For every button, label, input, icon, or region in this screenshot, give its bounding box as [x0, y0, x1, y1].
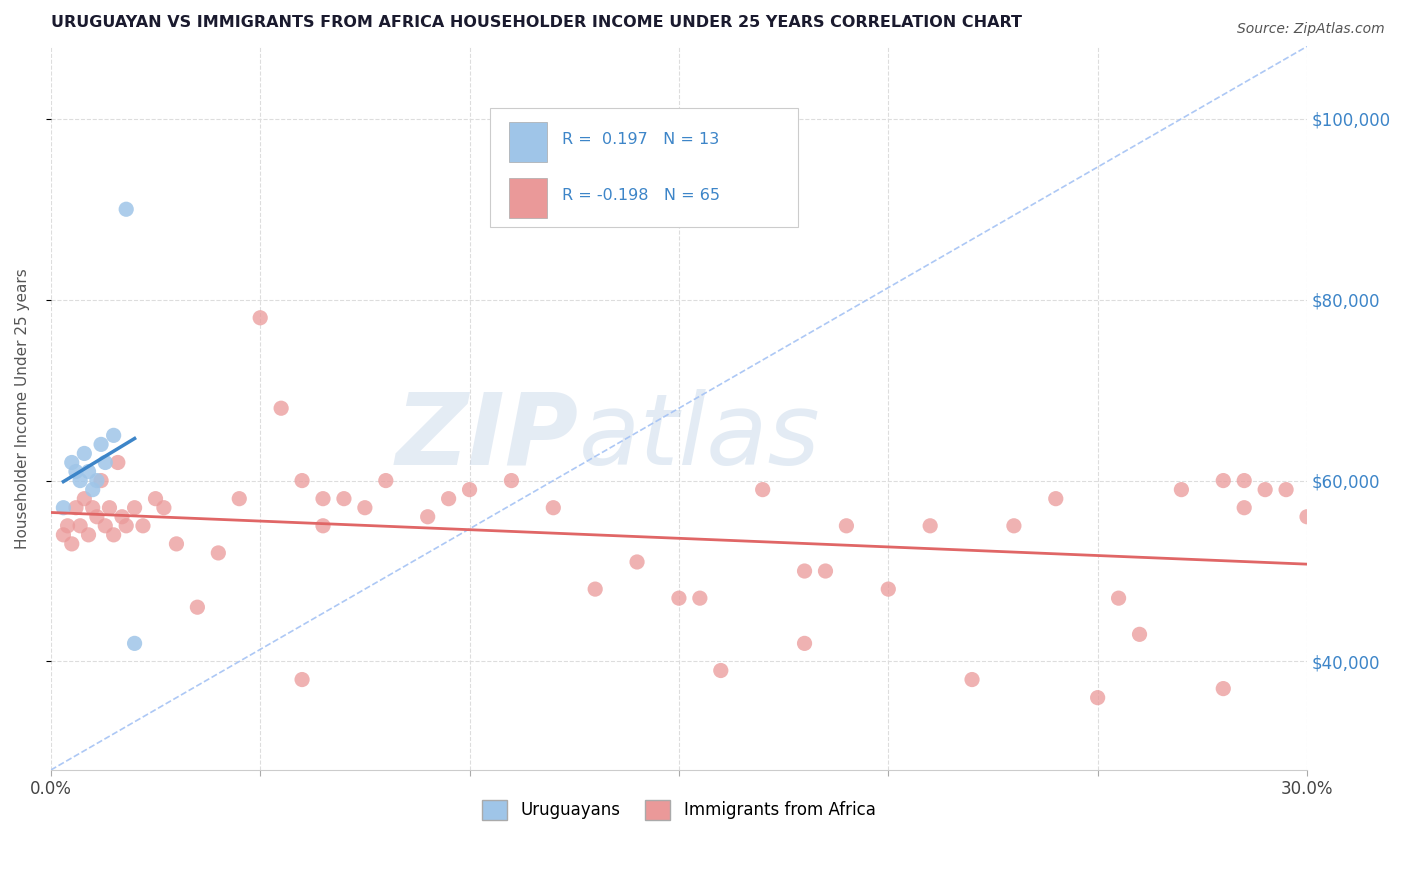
Point [86, 509, 108, 524]
Point [77, 528, 100, 542]
Text: atlas: atlas [578, 389, 820, 485]
Point [69, 518, 91, 533]
Text: R =  0.197   N = 13: R = 0.197 N = 13 [562, 132, 720, 147]
Point [1275, 483, 1298, 497]
Point [689, 591, 711, 606]
Point [1212, 681, 1234, 696]
FancyBboxPatch shape [509, 178, 547, 219]
Point [751, 483, 773, 497]
Legend: Uruguayans, Immigrants from Africa: Uruguayans, Immigrants from Africa [475, 793, 883, 827]
Point [312, 491, 335, 506]
Point [145, 491, 167, 506]
Point [1128, 627, 1150, 641]
Point [960, 673, 983, 687]
Point [333, 491, 356, 506]
Point [115, 518, 138, 533]
Point [835, 518, 858, 533]
FancyBboxPatch shape [491, 108, 799, 227]
Point [543, 500, 565, 515]
Point [90, 437, 112, 451]
Point [77, 465, 100, 479]
Point [94, 518, 117, 533]
Point [1254, 483, 1277, 497]
Point [1170, 483, 1192, 497]
Point [73, 491, 96, 506]
Point [291, 474, 314, 488]
Point [583, 582, 606, 596]
Y-axis label: Householder Income Under 25 years: Householder Income Under 25 years [15, 268, 30, 549]
Point [1002, 518, 1025, 533]
Point [124, 500, 146, 515]
Point [416, 509, 439, 524]
Point [82, 500, 104, 515]
Point [165, 537, 187, 551]
Point [60, 537, 83, 551]
Point [52, 528, 75, 542]
Point [1233, 474, 1256, 488]
Point [52, 500, 75, 515]
Text: Source: ZipAtlas.com: Source: ZipAtlas.com [1237, 22, 1385, 37]
Point [60, 455, 83, 469]
Point [437, 491, 460, 506]
Point [132, 518, 155, 533]
Point [124, 636, 146, 650]
Text: URUGUAYAN VS IMMIGRANTS FROM AFRICA HOUSEHOLDER INCOME UNDER 25 YEARS CORRELATIO: URUGUAYAN VS IMMIGRANTS FROM AFRICA HOUS… [51, 15, 1022, 30]
Point [65, 500, 87, 515]
Point [793, 636, 815, 650]
Point [1233, 500, 1256, 515]
Point [877, 582, 900, 596]
Text: R = -0.198   N = 65: R = -0.198 N = 65 [562, 188, 720, 203]
Point [354, 500, 377, 515]
Point [814, 564, 837, 578]
Point [501, 474, 523, 488]
FancyBboxPatch shape [509, 122, 547, 162]
Point [103, 528, 125, 542]
Point [115, 202, 138, 217]
Point [793, 564, 815, 578]
Point [1316, 518, 1339, 533]
Point [1045, 491, 1067, 506]
Point [153, 500, 176, 515]
Point [1296, 509, 1319, 524]
Point [228, 491, 250, 506]
Point [1108, 591, 1130, 606]
Point [73, 446, 96, 460]
Point [111, 509, 134, 524]
Point [107, 455, 129, 469]
Point [90, 474, 112, 488]
Point [668, 591, 690, 606]
Point [312, 518, 335, 533]
Point [56, 518, 79, 533]
Point [270, 401, 292, 416]
Point [1087, 690, 1109, 705]
Point [65, 465, 87, 479]
Point [249, 310, 271, 325]
Point [86, 474, 108, 488]
Point [710, 664, 733, 678]
Point [626, 555, 648, 569]
Point [291, 673, 314, 687]
Point [207, 546, 229, 560]
Point [103, 428, 125, 442]
Point [920, 518, 942, 533]
Point [98, 500, 121, 515]
Point [82, 483, 104, 497]
Point [94, 455, 117, 469]
Point [458, 483, 481, 497]
Point [374, 474, 396, 488]
Point [1212, 474, 1234, 488]
Text: ZIP: ZIP [395, 389, 578, 485]
Point [69, 474, 91, 488]
Point [186, 600, 208, 615]
